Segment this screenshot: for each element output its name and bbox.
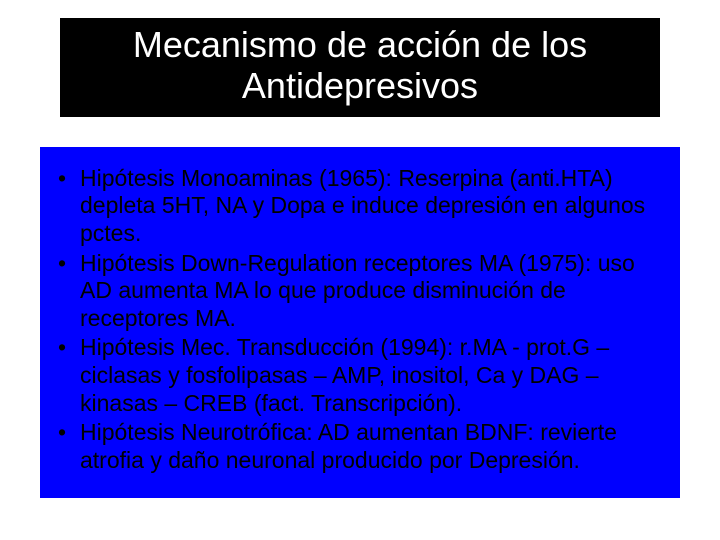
- list-item: Hipótesis Mec. Transducción (1994): r.MA…: [56, 334, 662, 417]
- title-box: Mecanismo de acción de los Antidepresivo…: [60, 18, 660, 117]
- list-item: Hipótesis Monoaminas (1965): Reserpina (…: [56, 165, 662, 248]
- list-item: Hipótesis Down-Regulation receptores MA …: [56, 250, 662, 333]
- bullet-list: Hipótesis Monoaminas (1965): Reserpina (…: [56, 165, 662, 475]
- slide-title: Mecanismo de acción de los Antidepresivo…: [70, 24, 650, 107]
- body-box: Hipótesis Monoaminas (1965): Reserpina (…: [40, 147, 680, 499]
- slide: Mecanismo de acción de los Antidepresivo…: [0, 0, 720, 540]
- list-item: Hipótesis Neurotrófica: AD aumentan BDNF…: [56, 419, 662, 474]
